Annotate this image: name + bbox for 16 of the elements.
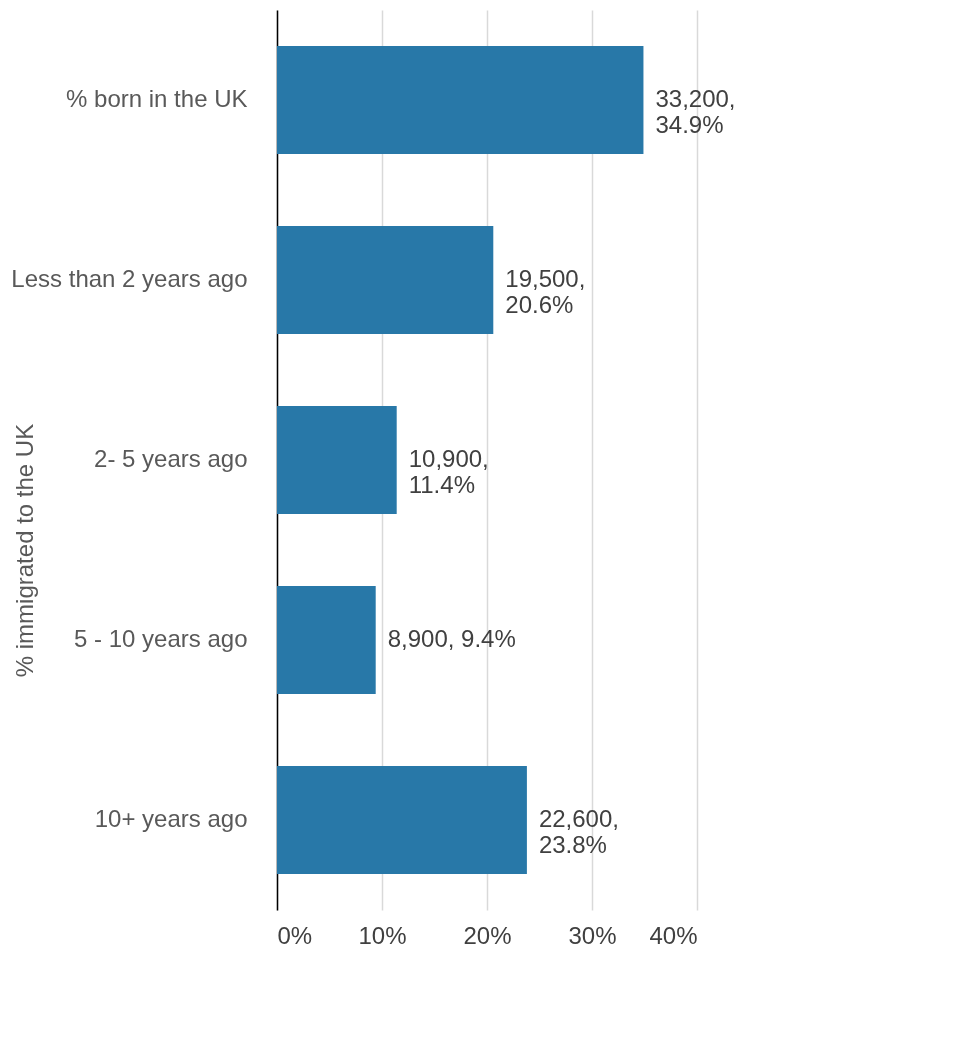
data-label: 8,900, 9.4%: [387, 625, 516, 652]
x-tick-label: 10%: [358, 921, 407, 949]
y-tick-label: 10+ years ago: [94, 805, 248, 832]
data-label: 10,900, 11.4%: [408, 445, 489, 498]
y-axis-title: % immigrated to the UK: [10, 423, 38, 678]
data-label: 33,200, 34.9%: [655, 85, 736, 138]
data-label: 19,500, 20.6%: [505, 265, 586, 318]
data-label: 22,600, 23.8%: [538, 805, 619, 858]
y-tick-label: 2- 5 years ago: [94, 445, 248, 472]
x-tick-label: 20%: [463, 921, 512, 949]
y-tick-label: Less than 2 years ago: [11, 265, 248, 292]
y-tick-label: % born in the UK: [66, 85, 248, 112]
x-tick-label: 0%: [277, 921, 313, 949]
y-tick-label: 5 - 10 years ago: [74, 625, 248, 652]
x-tick-label: 30%: [568, 921, 617, 949]
x-tick-label: 40%: [649, 921, 698, 949]
